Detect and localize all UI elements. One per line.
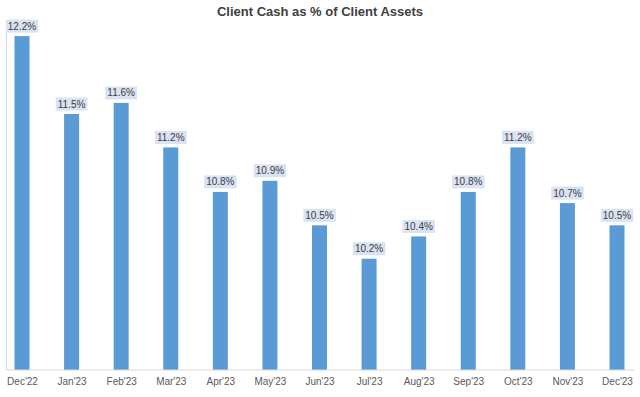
data-label-box xyxy=(254,164,286,177)
data-label-box xyxy=(353,242,385,255)
data-label-box xyxy=(56,98,88,111)
data-label: 11.2% xyxy=(157,132,185,143)
x-tick-label: Oct'23 xyxy=(504,376,533,387)
x-tick-label: Jul'23 xyxy=(357,376,383,387)
data-label-group: 10.7% xyxy=(551,187,583,200)
data-label: 10.5% xyxy=(305,210,333,221)
x-tick: Oct'23 xyxy=(504,370,533,387)
data-labels: 12.2% 11.5% 11.6% 11.2% 10.8% 10.9% 10.5% 10.2%… xyxy=(6,20,633,256)
y-axis-line xyxy=(6,26,7,371)
data-label: 10.8% xyxy=(454,176,482,187)
bar xyxy=(163,147,178,370)
bar xyxy=(560,203,575,370)
data-label: 10.5% xyxy=(603,210,631,221)
bar xyxy=(114,103,129,370)
bar xyxy=(312,225,327,370)
x-tick: Jul'23 xyxy=(357,370,383,387)
data-label-group: 10.8% xyxy=(452,175,484,188)
x-tick-label: Aug'23 xyxy=(404,376,435,387)
x-axis: Dec'22 Jan'23 Feb'23 Mar'23 Apr'23 May'23 Jun'… xyxy=(6,370,634,387)
data-label: 10.7% xyxy=(553,188,581,199)
data-label-box xyxy=(551,187,583,200)
x-tick: May'23 xyxy=(254,370,286,387)
x-tick-label: Feb'23 xyxy=(107,376,138,387)
data-label: 12.2% xyxy=(8,21,36,32)
bars xyxy=(15,36,625,370)
bar xyxy=(510,147,525,370)
x-tick: Dec'22 xyxy=(7,370,38,387)
title: Client Cash as % of Client Assets xyxy=(217,4,423,19)
x-tick-label: Apr'23 xyxy=(207,376,236,387)
data-label-group: 11.2% xyxy=(155,131,187,144)
data-label-group: 11.2% xyxy=(502,131,534,144)
data-label-group: 10.5% xyxy=(601,209,633,222)
data-label: 10.9% xyxy=(256,165,284,176)
data-label-box xyxy=(502,131,534,144)
data-label: 10.2% xyxy=(355,243,383,254)
data-label-box xyxy=(6,20,38,33)
data-label-group: 10.5% xyxy=(303,209,335,222)
data-label-group: 10.4% xyxy=(402,220,434,233)
bar xyxy=(262,181,277,370)
data-label-group: 10.9% xyxy=(254,164,286,177)
x-tick-label: Dec'22 xyxy=(7,376,38,387)
x-axis-line xyxy=(6,370,634,371)
data-label-box xyxy=(452,175,484,188)
x-tick: Jun'23 xyxy=(305,370,335,387)
x-tick: Nov'23 xyxy=(553,370,584,387)
x-tick-label: Sep'23 xyxy=(453,376,484,387)
x-tick: Dec'23 xyxy=(602,370,633,387)
bar xyxy=(15,36,30,370)
data-label-box xyxy=(303,209,335,222)
x-tick-label: Jan'23 xyxy=(58,376,88,387)
data-label: 11.6% xyxy=(107,87,135,98)
chart: Client Cash as % of Client Assets Dec'22 J… xyxy=(0,0,640,397)
x-tick-label: Dec'23 xyxy=(602,376,633,387)
bar xyxy=(610,225,625,370)
x-tick: Jan'23 xyxy=(58,370,88,387)
y-axis xyxy=(6,26,7,371)
bar xyxy=(411,236,426,370)
data-label-box xyxy=(105,86,137,99)
data-label-group: 11.6% xyxy=(105,86,137,99)
data-label: 10.4% xyxy=(404,221,432,232)
data-label-group: 10.8% xyxy=(204,175,236,188)
data-label-group: 10.2% xyxy=(353,242,385,255)
bar xyxy=(213,192,228,370)
bar xyxy=(461,192,476,370)
data-label: 11.5% xyxy=(58,99,86,110)
data-label-box xyxy=(601,209,633,222)
x-tick-label: Mar'23 xyxy=(156,376,187,387)
x-tick: Mar'23 xyxy=(156,370,187,387)
x-tick: Apr'23 xyxy=(207,370,236,387)
data-label: 10.8% xyxy=(206,176,234,187)
x-tick-label: Nov'23 xyxy=(553,376,584,387)
data-label-box xyxy=(204,175,236,188)
x-tick: Aug'23 xyxy=(404,370,435,387)
data-label-box xyxy=(155,131,187,144)
x-tick-label: May'23 xyxy=(254,376,286,387)
bar xyxy=(362,259,377,370)
data-label-box xyxy=(402,220,434,233)
data-label-group: 11.5% xyxy=(56,98,88,111)
data-label: 11.2% xyxy=(504,132,532,143)
bar xyxy=(64,114,79,370)
x-tick: Feb'23 xyxy=(107,370,138,387)
x-tick: Sep'23 xyxy=(453,370,484,387)
x-tick-label: Jun'23 xyxy=(305,376,335,387)
data-label-group: 12.2% xyxy=(6,20,38,33)
